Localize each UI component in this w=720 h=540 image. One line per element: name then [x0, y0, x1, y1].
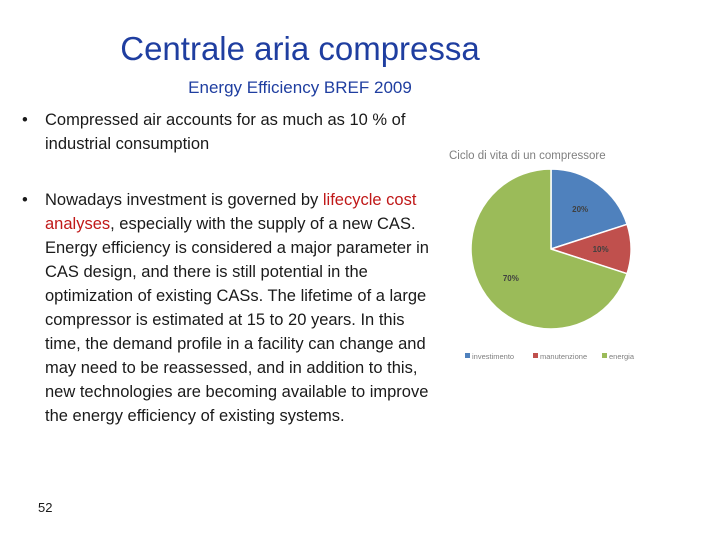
- pie-data-label-energia: 70%: [503, 274, 519, 283]
- legend-swatch-investimento: [465, 353, 470, 358]
- legend-label-investimento: investimento: [472, 352, 514, 361]
- page-number: 52: [38, 500, 53, 515]
- pie-slice-investimento: [550, 168, 629, 251]
- pie-slice-energia: [470, 168, 629, 330]
- bullet-marker: •: [22, 191, 28, 209]
- legend-label-manutenzione: manutenzione: [540, 352, 587, 361]
- legend-swatch-manutenzione: [533, 353, 538, 358]
- legend-label-energia: energia: [609, 352, 635, 361]
- bullet-2-text: Nowadays investment is governed by lifec…: [45, 188, 440, 428]
- bullet-2-text-end: , especially with the supply of a new CA…: [45, 215, 429, 425]
- bullet-1-text: Compressed air accounts for as much as 1…: [45, 111, 406, 153]
- slide-subtitle: Energy Efficiency BREF 2009: [188, 78, 412, 97]
- pie-data-label-manutenzione: 10%: [593, 245, 609, 254]
- pie-data-label-investimento: 20%: [572, 205, 588, 214]
- bullet-2-highlight: lifecycle cost analyses: [45, 191, 417, 233]
- bullet-marker: •: [22, 111, 28, 129]
- chart-title: Ciclo di vita di un compressore: [449, 150, 606, 162]
- bullet-2-text-start: Nowadays investment is governed by: [45, 191, 323, 209]
- pie-chart: Ciclo di vita di un compressore 20% 10% 70%…: [435, 136, 675, 376]
- legend-swatch-energia: [602, 353, 607, 358]
- slide-title: Centrale aria compressa: [120, 30, 480, 67]
- pie-chart-svg: Ciclo di vita di un compressore 20% 10% 70%…: [449, 150, 635, 361]
